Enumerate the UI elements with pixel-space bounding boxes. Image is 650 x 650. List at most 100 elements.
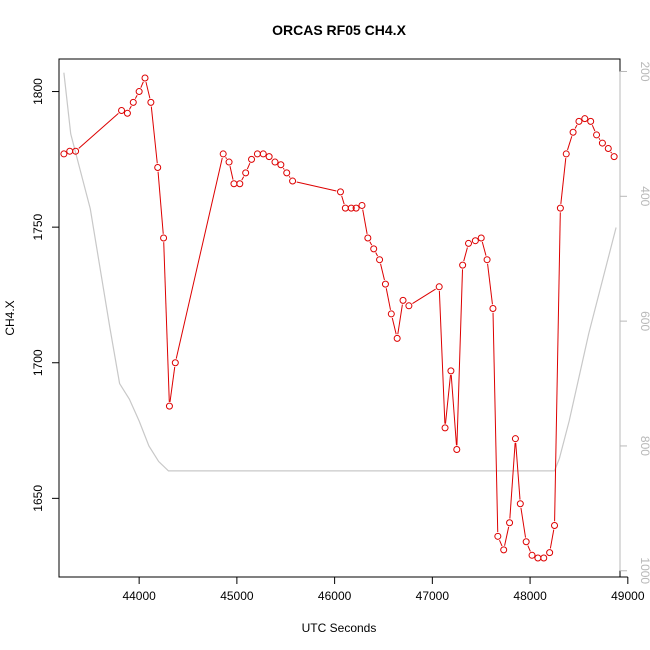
data-point: [581, 115, 589, 123]
data-point: [511, 435, 519, 443]
series-segment: [169, 366, 176, 403]
x-tick-label: 45000: [220, 589, 254, 603]
data-point: [399, 296, 407, 304]
data-point: [171, 359, 179, 367]
data-point: [236, 180, 244, 188]
y2-tick-label: 600: [638, 311, 650, 331]
data-point: [494, 532, 502, 540]
series-segment: [150, 106, 158, 164]
data-point: [123, 109, 131, 117]
data-point: [387, 310, 395, 318]
y-tick-label: 1650: [31, 485, 45, 512]
data-point: [575, 117, 583, 125]
data-point: [405, 302, 413, 310]
data-point: [500, 546, 508, 554]
x-tick-label: 46000: [318, 589, 352, 603]
data-point: [483, 256, 491, 264]
secondary-y-axis: 200 400 600 800 1000: [619, 61, 650, 584]
data-point: [610, 153, 618, 161]
data-point: [516, 500, 524, 508]
main-series: [60, 74, 618, 562]
series-segment: [175, 157, 223, 359]
data-point: [477, 234, 485, 242]
series-segment: [549, 529, 555, 549]
x-tick-label: 47000: [416, 589, 450, 603]
data-point: [393, 334, 401, 342]
data-point: [376, 256, 384, 264]
data-point: [165, 402, 173, 410]
series-segment: [385, 288, 391, 310]
data-point: [465, 239, 473, 247]
data-point: [347, 204, 355, 212]
data-point: [370, 245, 378, 253]
data-point: [253, 150, 261, 158]
data-point: [248, 155, 256, 163]
series-segment: [128, 105, 132, 110]
data-point: [604, 144, 612, 152]
data-point: [587, 117, 595, 125]
data-point: [230, 180, 238, 188]
series-segment: [78, 112, 119, 149]
series-segment: [288, 176, 291, 178]
series-segment: [375, 252, 379, 257]
x-tick-label: 49000: [611, 589, 645, 603]
series-segment: [296, 181, 337, 192]
series-segment: [504, 526, 510, 546]
series-segment: [225, 157, 228, 159]
data-point: [341, 204, 349, 212]
data-point: [358, 201, 366, 209]
data-point: [242, 169, 250, 177]
data-point: [336, 188, 344, 196]
data-point: [453, 446, 461, 454]
data-point: [528, 551, 536, 559]
data-point: [277, 161, 285, 169]
secondary-series: [63, 72, 617, 472]
series-segment: [412, 288, 436, 304]
series-segment: [362, 209, 368, 234]
secondary-line: [63, 72, 617, 472]
series-segment: [481, 241, 487, 256]
y-tick-label: 1750: [31, 213, 45, 240]
plot-frame: [58, 58, 621, 578]
y-tick-label: 1800: [31, 78, 45, 105]
series-segment: [560, 158, 567, 205]
y2-tick-label: 400: [638, 186, 650, 206]
data-point: [225, 158, 233, 166]
x-axis: 44000 45000 46000 47000 48000 49000: [122, 576, 645, 603]
series-segment: [134, 95, 138, 99]
series-segment: [157, 171, 164, 234]
data-point: [447, 367, 455, 375]
y2-tick-label: 200: [638, 61, 650, 81]
series-segment: [369, 241, 373, 246]
y-axis: 1650 1700 1750 1800: [31, 78, 60, 512]
data-point: [265, 153, 273, 161]
data-point: [147, 98, 155, 106]
series-segment: [610, 151, 613, 154]
series-segment: [246, 163, 251, 170]
series-segment: [397, 304, 403, 335]
series-segment: [515, 442, 521, 500]
series-segment: [282, 167, 285, 170]
data-point: [506, 519, 514, 527]
data-point: [593, 131, 601, 139]
data-point: [551, 521, 559, 529]
data-point: [259, 150, 267, 158]
series-segment: [598, 138, 601, 140]
y2-tick-label: 800: [638, 436, 650, 456]
data-point: [471, 237, 479, 245]
x-axis-label: UTC Seconds: [302, 621, 377, 635]
data-point: [598, 139, 606, 147]
data-point: [556, 204, 564, 212]
data-point: [459, 261, 467, 269]
series-segment: [499, 539, 503, 547]
data-point: [135, 88, 143, 96]
series-segment: [145, 81, 151, 99]
series-segment: [487, 263, 493, 305]
series-segment: [591, 125, 596, 132]
data-point: [352, 204, 360, 212]
series-segment: [554, 212, 561, 522]
series-segment: [163, 242, 170, 402]
data-point: [129, 98, 137, 106]
data-point: [489, 305, 497, 313]
